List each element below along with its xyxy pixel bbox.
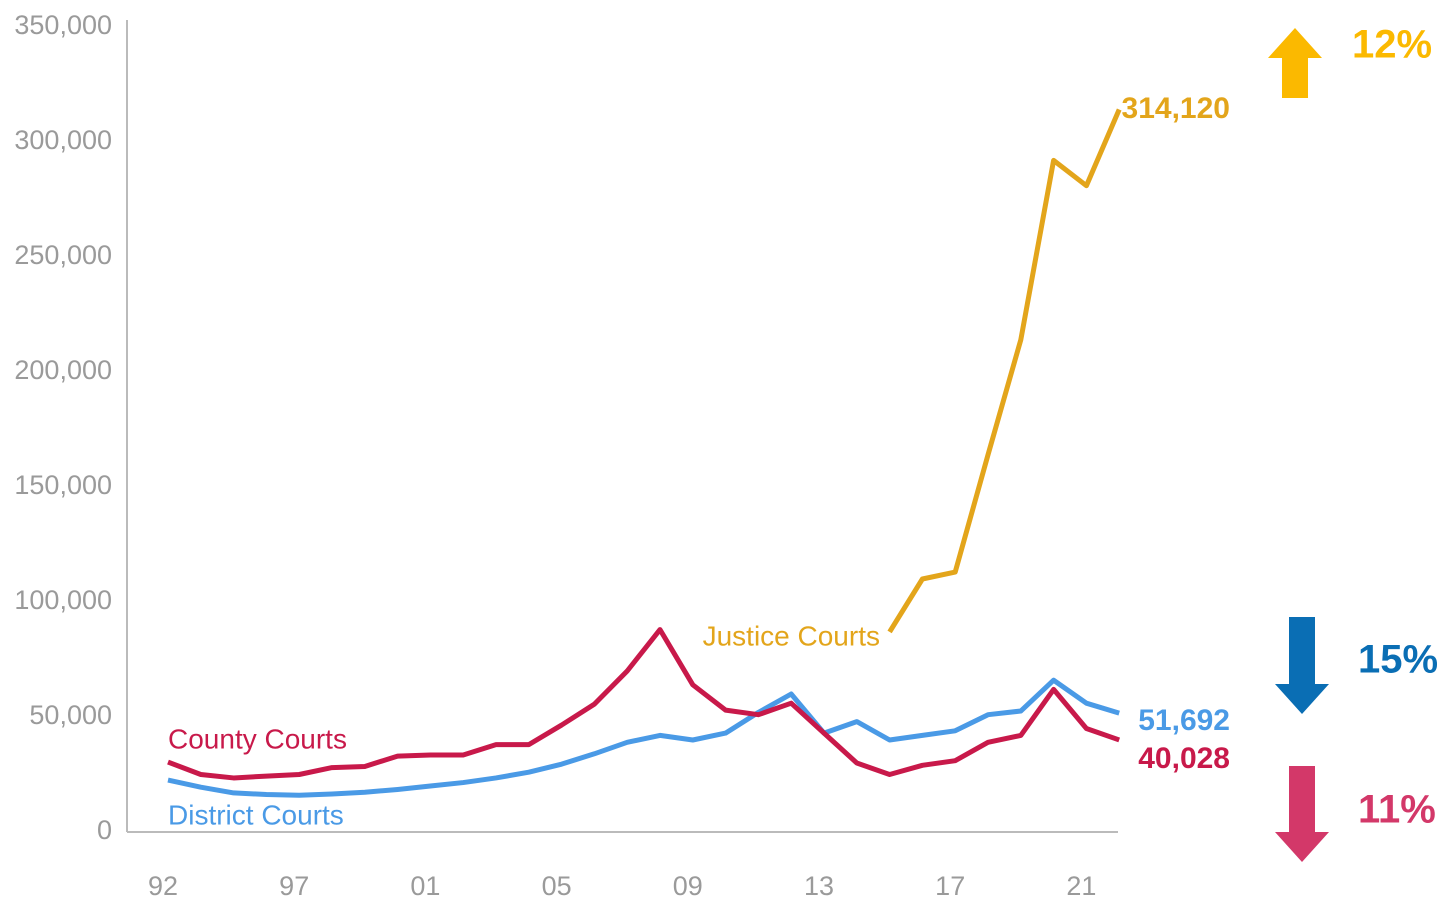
y-tick-label: 350,000 (14, 10, 112, 40)
annotation-arrow (1275, 766, 1329, 862)
annotation-text: 12% (1352, 23, 1432, 67)
x-tick-label: 13 (804, 871, 834, 901)
series-line (887, 108, 1122, 634)
x-tick-label: 05 (542, 871, 572, 901)
annotation-arrow (1268, 28, 1322, 98)
x-tick-label: 17 (935, 871, 965, 901)
series-line (167, 677, 1120, 798)
annotation-arrow (1275, 617, 1329, 714)
annotation-text: 11% (1358, 788, 1436, 832)
annotation-text: 15% (1358, 638, 1438, 682)
y-tick-label: 50,000 (29, 700, 112, 730)
x-tick-label: 92 (148, 871, 178, 901)
y-tick-label: 150,000 (14, 470, 112, 500)
y-tick-label: 200,000 (14, 355, 112, 385)
x-tick-label: 97 (279, 871, 309, 901)
value-label: 314,120 (1122, 92, 1230, 125)
y-tick-label: 100,000 (14, 585, 112, 615)
series-label: Justice Courts (703, 620, 880, 651)
value-label: 51,692 (1138, 704, 1230, 737)
x-tick-label: 01 (410, 871, 440, 901)
series-line (167, 627, 1121, 781)
x-tick-label: 21 (1066, 871, 1096, 901)
series-label: District Courts (168, 799, 344, 830)
series-label: County Courts (168, 723, 347, 754)
x-tick-label: 09 (673, 871, 703, 901)
y-tick-label: 250,000 (14, 240, 112, 270)
y-tick-label: 300,000 (14, 125, 112, 155)
y-tick-label: 0 (97, 815, 112, 845)
value-label: 40,028 (1138, 742, 1230, 775)
